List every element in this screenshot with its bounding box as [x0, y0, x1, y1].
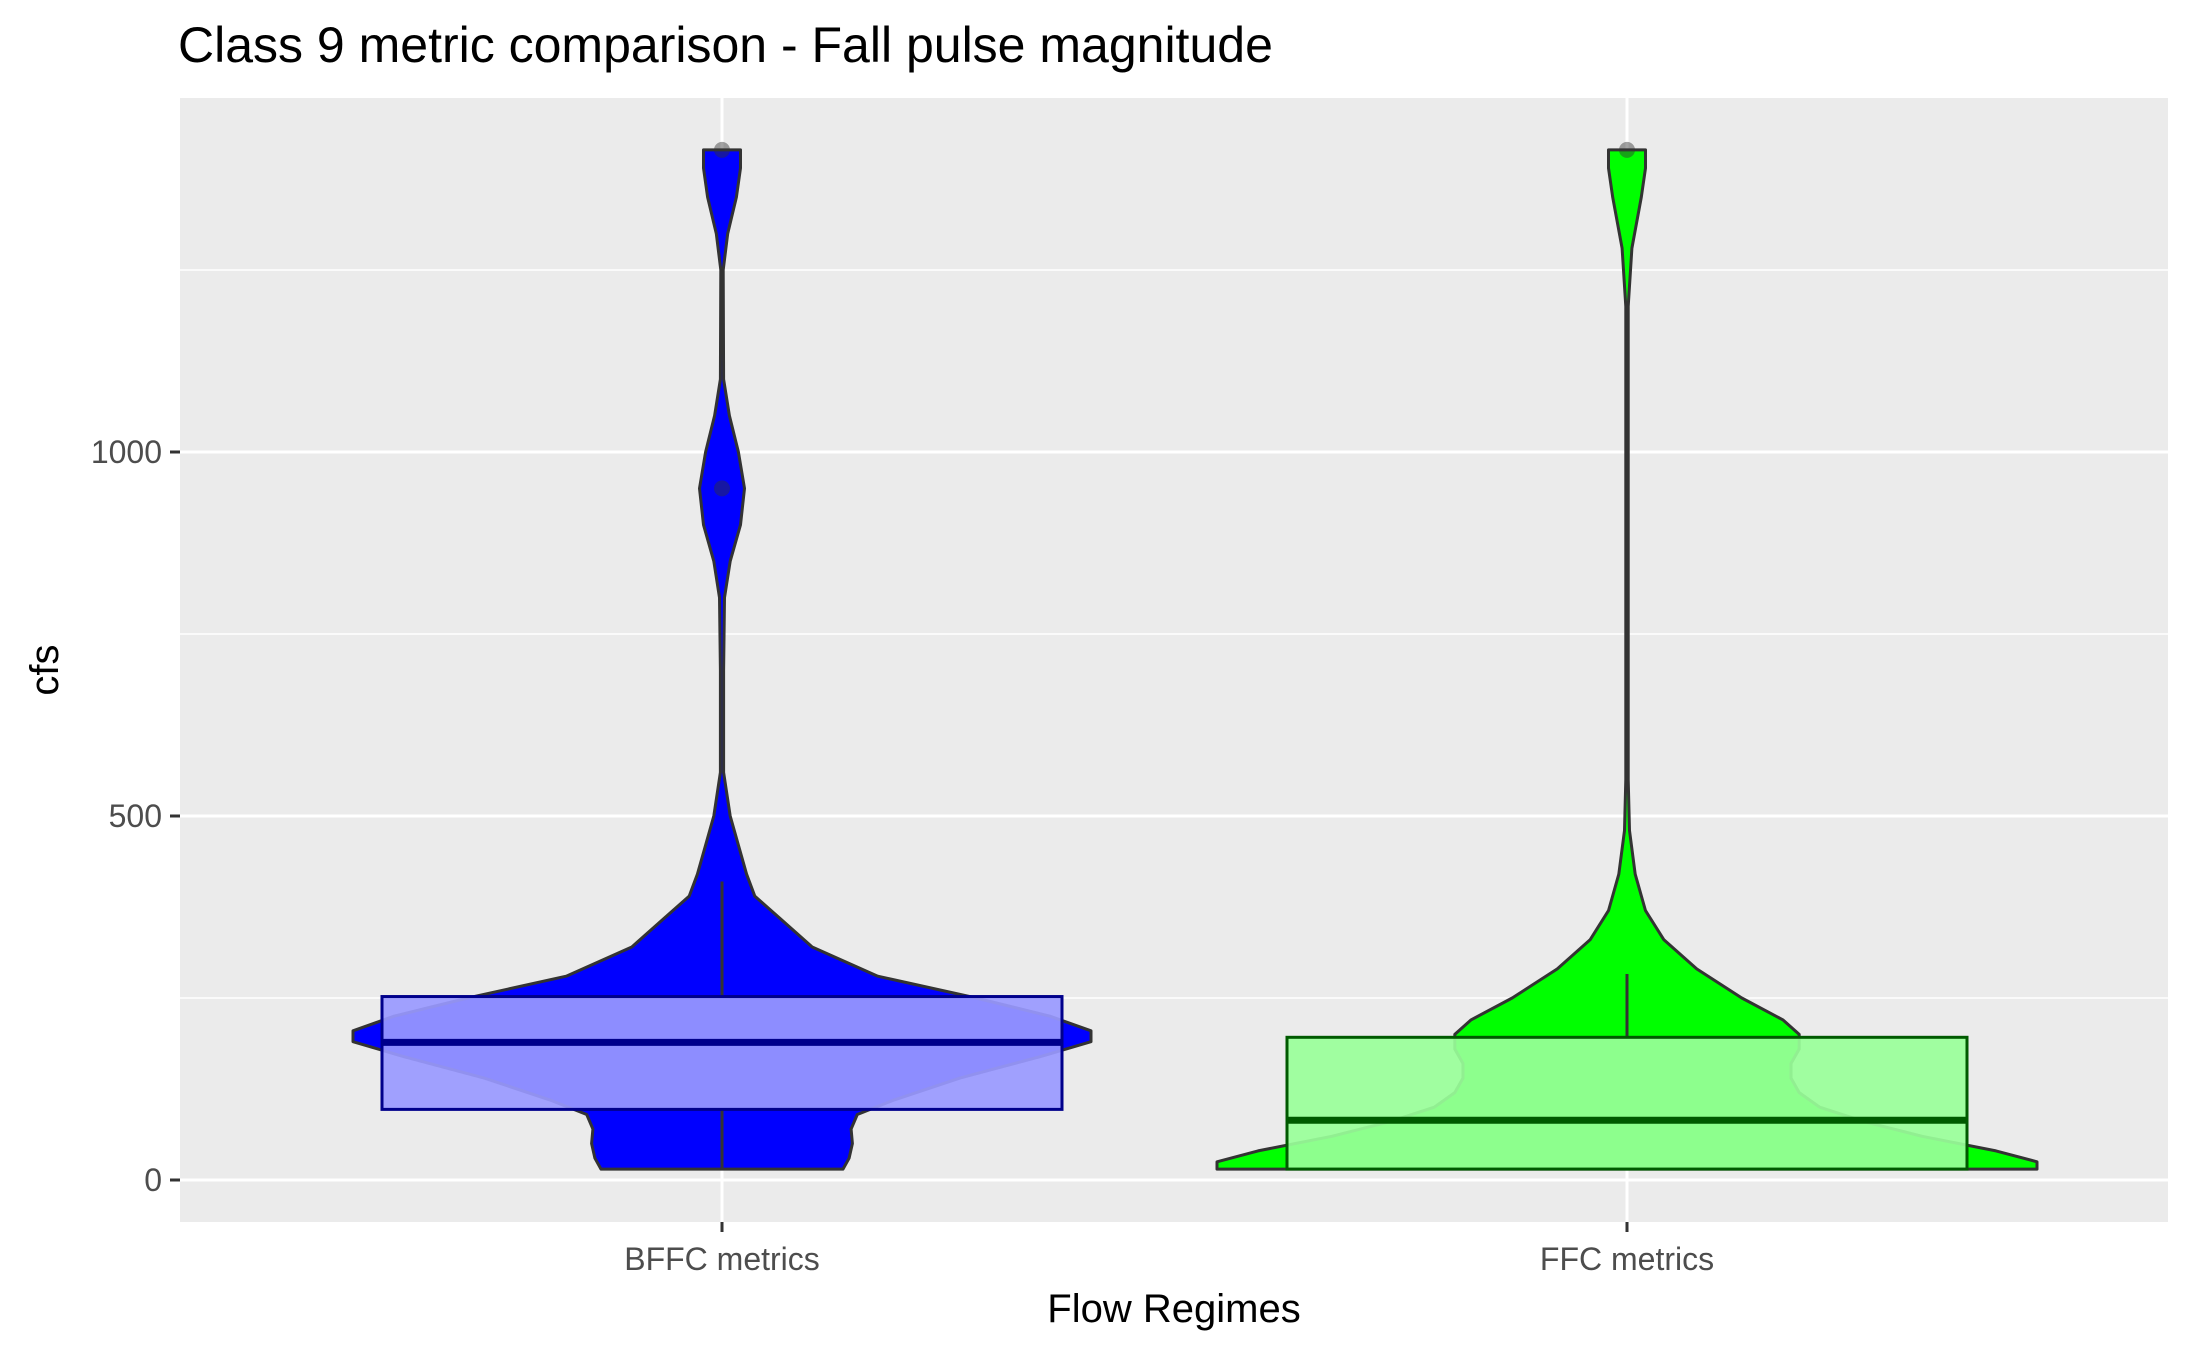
y-tick-label: 1000	[91, 434, 162, 470]
outlier-point	[714, 141, 730, 158]
x-axis-title: Flow Regimes	[1047, 1287, 1300, 1331]
box-2	[1285, 1035, 1969, 1171]
outlier-point	[714, 480, 730, 497]
chart-title: Class 9 metric comparison - Fall pulse m…	[178, 17, 1273, 73]
y-axis-title: cfs	[23, 644, 67, 695]
x-tick-label: FFC metrics	[1540, 1241, 1714, 1277]
y-tick-label: 500	[109, 798, 162, 834]
box-1	[380, 995, 1064, 1111]
x-tick-label: BFFC metrics	[624, 1241, 820, 1277]
outlier-layer	[714, 141, 1635, 497]
y-tick-label: 0	[144, 1162, 162, 1198]
outlier-point	[1619, 141, 1635, 158]
boxplot-layer	[380, 881, 1969, 1171]
axes: 0 500 1000 BFFC metrics FFC metrics	[91, 434, 1714, 1277]
